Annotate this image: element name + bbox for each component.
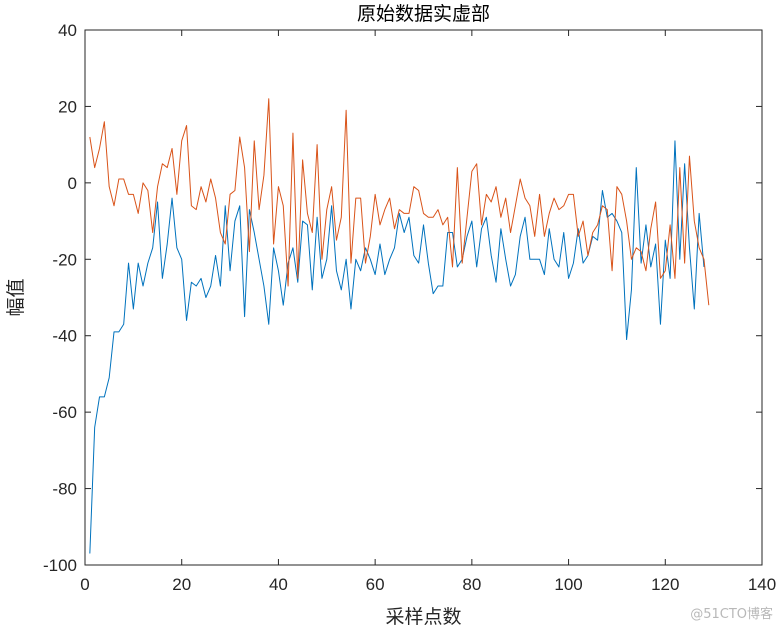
y-tick-label: 0	[68, 174, 77, 193]
series-line-2	[89, 98, 710, 306]
y-tick-label: 20	[58, 97, 77, 116]
x-tick-label: 40	[269, 575, 288, 594]
y-tick-label: -60	[52, 403, 77, 422]
x-tick-label: 120	[651, 575, 679, 594]
y-tick-label: -40	[52, 327, 77, 346]
x-tick-label: 60	[366, 575, 385, 594]
y-tick-label: -100	[43, 556, 77, 575]
x-tick-label: 100	[554, 575, 582, 594]
series-layer	[89, 98, 710, 554]
x-axis-label: 采样点数	[385, 606, 461, 628]
chart-title: 原始数据实虚部	[357, 3, 490, 25]
plot-area	[84, 29, 763, 566]
y-axis-label: 幅值	[5, 278, 27, 316]
y-tick-label: -20	[52, 250, 77, 269]
x-tick-label: 0	[80, 575, 89, 594]
y-tick-label: -80	[52, 480, 77, 499]
y-axis: -100 -80 -60 -40 -20 0 20 40	[43, 21, 762, 575]
x-axis: 0 20 40 60 80 100 120 140	[80, 30, 776, 594]
x-tick-label: 80	[462, 575, 481, 594]
y-tick-label: 40	[58, 21, 77, 40]
series-line-1	[89, 140, 705, 554]
watermark: @51CTO博客	[690, 607, 773, 622]
x-tick-label: 140	[748, 575, 776, 594]
x-tick-label: 20	[172, 575, 191, 594]
